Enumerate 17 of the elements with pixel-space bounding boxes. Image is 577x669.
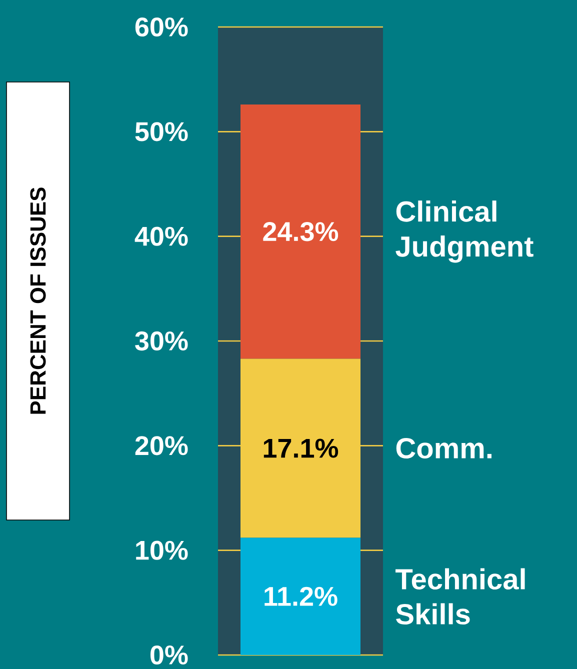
y-axis-title: PERCENT OF ISSUES bbox=[30, 188, 46, 414]
series-label: Comm. bbox=[396, 438, 492, 459]
bar bbox=[240, 358, 360, 538]
data-label: 24.3% bbox=[263, 222, 338, 242]
y-tick-label: 40% bbox=[134, 226, 188, 246]
y-tick-label: 10% bbox=[136, 540, 188, 560]
y-tick-label: 50% bbox=[135, 122, 188, 142]
series-label: Technical Skills bbox=[395, 568, 525, 625]
bar bbox=[240, 104, 360, 359]
series-label: Clinical Judgment bbox=[396, 200, 534, 263]
y-tick-label: 20% bbox=[135, 436, 188, 456]
y-tick-label: 0% bbox=[150, 645, 188, 665]
bar bbox=[240, 538, 360, 655]
y-tick-label: 60% bbox=[135, 17, 188, 37]
data-label: 17.1% bbox=[264, 438, 338, 458]
y-tick-label: 30% bbox=[134, 331, 188, 351]
data-label: 11.2% bbox=[264, 586, 338, 606]
